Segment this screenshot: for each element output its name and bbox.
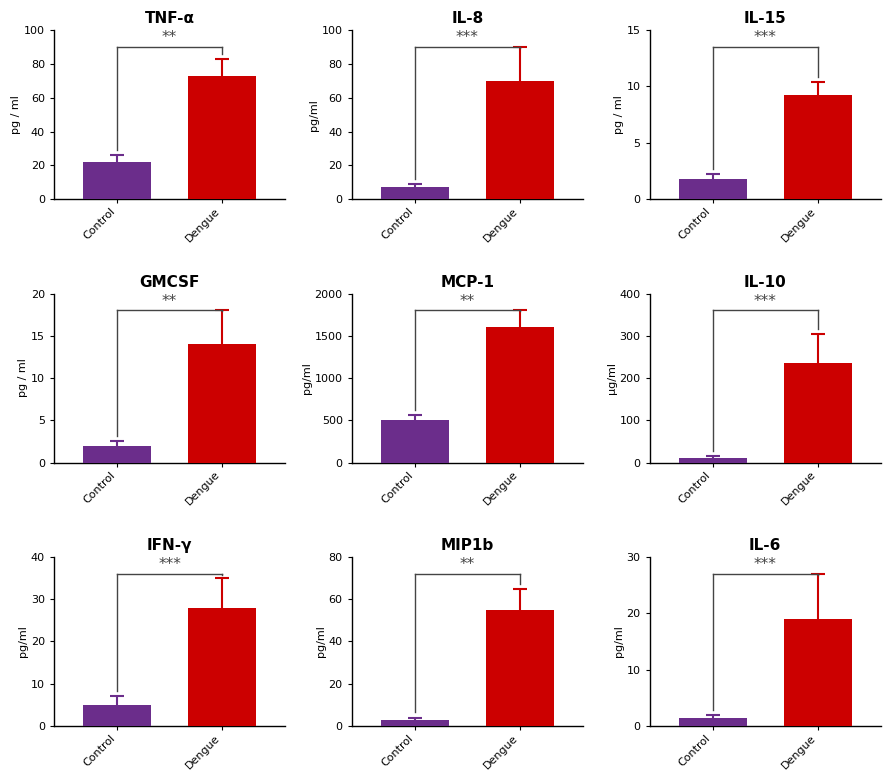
Text: **: ** xyxy=(162,294,178,309)
Title: GMCSF: GMCSF xyxy=(139,274,200,289)
Y-axis label: pg/ml: pg/ml xyxy=(18,626,28,658)
Title: IL-15: IL-15 xyxy=(744,11,787,26)
Title: IFN-γ: IFN-γ xyxy=(147,538,193,553)
Bar xyxy=(188,608,256,726)
Bar xyxy=(784,364,852,463)
Bar xyxy=(381,188,449,199)
Y-axis label: µg/ml: µg/ml xyxy=(607,362,616,394)
Y-axis label: pg/ml: pg/ml xyxy=(309,99,319,131)
Y-axis label: pg / ml: pg / ml xyxy=(614,95,624,134)
Text: **: ** xyxy=(459,294,475,309)
Bar xyxy=(486,610,554,726)
Bar xyxy=(486,328,554,463)
Bar xyxy=(83,705,151,726)
Y-axis label: pg/ml: pg/ml xyxy=(316,626,326,658)
Bar xyxy=(679,179,747,199)
Title: TNF-α: TNF-α xyxy=(145,11,194,26)
Text: ***: *** xyxy=(158,557,181,572)
Title: IL-6: IL-6 xyxy=(749,538,781,553)
Text: ***: *** xyxy=(456,30,479,45)
Bar xyxy=(679,718,747,726)
Bar xyxy=(83,162,151,199)
Y-axis label: pg / ml: pg / ml xyxy=(11,95,21,134)
Bar xyxy=(83,446,151,463)
Text: **: ** xyxy=(459,557,475,572)
Y-axis label: pg/ml: pg/ml xyxy=(614,626,624,658)
Bar xyxy=(679,458,747,463)
Title: MCP-1: MCP-1 xyxy=(441,274,494,289)
Y-axis label: pg / ml: pg / ml xyxy=(18,359,28,397)
Text: **: ** xyxy=(162,30,178,45)
Text: ***: *** xyxy=(754,294,777,309)
Title: IL-8: IL-8 xyxy=(451,11,483,26)
Text: ***: *** xyxy=(754,557,777,572)
Text: ***: *** xyxy=(754,30,777,45)
Bar xyxy=(486,81,554,199)
Bar xyxy=(784,95,852,199)
Bar xyxy=(381,420,449,463)
Bar xyxy=(784,619,852,726)
Bar xyxy=(188,344,256,463)
Title: MIP1b: MIP1b xyxy=(441,538,494,553)
Y-axis label: pg/ml: pg/ml xyxy=(301,362,312,394)
Bar xyxy=(381,719,449,726)
Bar xyxy=(188,76,256,199)
Title: IL-10: IL-10 xyxy=(744,274,787,289)
